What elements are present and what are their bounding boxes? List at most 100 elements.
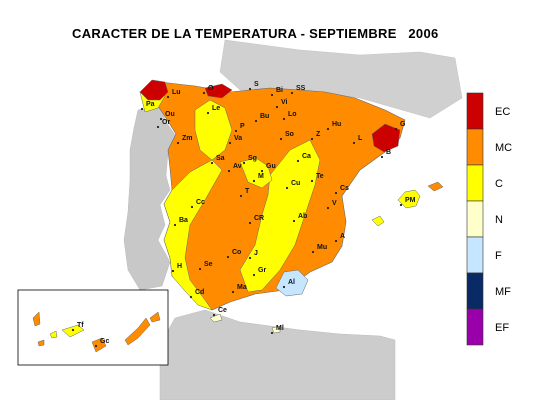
city-label-pa: Pa	[146, 101, 155, 108]
city-marker-ou	[159, 117, 163, 121]
melilla	[271, 325, 281, 334]
city-marker-al	[282, 285, 286, 289]
island-hierro	[37, 339, 45, 347]
city-marker-cc	[190, 205, 194, 209]
africa-land	[159, 309, 396, 400]
city-marker-l	[352, 141, 356, 145]
map-title: CARACTER DE LA TEMPERATURA - SEPTIEMBRE …	[72, 26, 439, 41]
city-label-cc: Cc	[196, 199, 205, 206]
legend-label-ef: EF	[495, 322, 509, 334]
city-label-va: Va	[234, 135, 242, 142]
island-gran-canaria	[91, 337, 107, 353]
city-marker-z	[310, 137, 314, 141]
zone-c-center	[239, 139, 321, 293]
legend-swatch-mf	[466, 272, 484, 310]
legend-label-ec: EC	[495, 106, 510, 118]
city-marker-bi	[270, 93, 274, 97]
city-marker-lu	[166, 95, 170, 99]
city-marker-sa	[210, 161, 214, 165]
island-mallorca	[397, 189, 421, 209]
city-label-av: Av	[233, 163, 242, 170]
city-marker-ba	[173, 223, 177, 227]
city-marker-j	[248, 256, 252, 260]
city-marker-pm	[399, 203, 403, 207]
city-marker-le	[206, 111, 210, 115]
city-marker-ml	[270, 331, 274, 335]
city-marker-s	[248, 87, 252, 91]
city-marker-a	[334, 239, 338, 243]
legend: EC MC C N F MF EF	[466, 92, 512, 346]
legend-swatch-f	[466, 236, 484, 274]
city-label-lo: Lo	[288, 111, 297, 118]
zone-ec-catalonia	[371, 123, 401, 153]
city-label-gu: Gu	[266, 163, 276, 170]
legend-swatch-mc	[466, 128, 484, 166]
city-marker-or	[156, 125, 160, 129]
island-fuerteventura	[124, 317, 151, 346]
city-label-co: Co	[232, 249, 241, 256]
city-marker-so	[279, 137, 283, 141]
city-marker-cs	[334, 191, 338, 195]
city-marker-ca	[296, 159, 300, 163]
city-marker-h	[171, 269, 175, 273]
city-label-vi: Vi	[281, 99, 288, 106]
city-label-so: So	[285, 131, 294, 138]
city-marker-gc	[94, 344, 98, 348]
city-label-lu: Lu	[172, 89, 181, 96]
city-label-b: B	[386, 149, 391, 156]
city-marker-cu	[285, 186, 289, 190]
city-marker-vi	[275, 105, 279, 109]
city-label-al: Al	[288, 279, 295, 286]
city-label-m: M	[258, 173, 264, 180]
city-label-o: O	[208, 85, 214, 92]
city-label-te: Te	[316, 173, 324, 180]
city-label-pm: PM	[405, 197, 416, 204]
city-label-j: J	[254, 250, 258, 257]
city-label-h: H	[177, 263, 182, 270]
city-marker-co	[226, 255, 230, 259]
legend-label-c: C	[495, 178, 503, 190]
city-marker-av	[227, 169, 231, 173]
legend-swatch-n	[466, 200, 484, 238]
city-label-l: L	[358, 135, 363, 142]
island-lanzarote	[149, 311, 161, 323]
city-label-a: A	[340, 233, 345, 240]
zone-c-north	[194, 99, 233, 161]
city-marker-pa	[140, 107, 144, 111]
city-label-mu: Mu	[317, 244, 327, 251]
city-marker-ab	[292, 219, 296, 223]
legend-label-mf: MF	[495, 286, 511, 298]
city-marker-m	[252, 179, 256, 183]
island-la-palma	[32, 311, 41, 327]
city-marker-p	[234, 129, 238, 133]
zone-c-madrid	[239, 157, 273, 189]
city-label-z: Z	[316, 131, 321, 138]
island-menorca	[427, 181, 444, 192]
city-marker-ma	[231, 290, 235, 294]
legend-swatch-ef	[466, 308, 484, 346]
city-marker-lo	[282, 117, 286, 121]
city-marker-sg	[242, 161, 246, 165]
city-label-hu: Hu	[332, 121, 341, 128]
city-label-g: G	[400, 121, 406, 128]
city-label-ca: Ca	[302, 153, 311, 160]
city-marker-gu	[260, 169, 264, 173]
city-label-p: P	[240, 123, 245, 130]
city-label-cd: Cd	[195, 289, 204, 296]
city-label-ss: SS	[296, 85, 306, 92]
city-label-gr: Gr	[258, 267, 266, 274]
france-land	[219, 39, 463, 119]
city-label-ml: Ml	[276, 325, 284, 332]
city-label-le: Le	[212, 105, 220, 112]
city-marker-tf	[71, 328, 75, 332]
city-marker-se	[198, 267, 202, 271]
city-label-bi: Bi	[276, 87, 283, 94]
city-label-sa: Sa	[216, 155, 225, 162]
city-marker-b	[380, 155, 384, 159]
city-marker-va	[228, 141, 232, 145]
island-ibiza	[371, 215, 385, 227]
city-marker-bu	[254, 119, 258, 123]
island-gomera	[49, 330, 58, 339]
legend-label-f: F	[495, 250, 502, 262]
